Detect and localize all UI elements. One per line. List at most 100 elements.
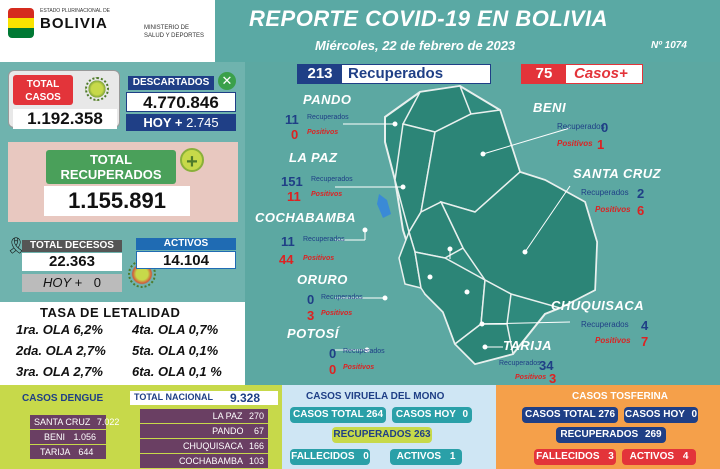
total-recuperados-value: 1.155.891 [44,186,190,216]
dept-potosi-pos: 0 [329,362,337,377]
dept-beni-name: BENI [533,100,567,115]
descartados-label: DESCARTADOS [128,76,214,90]
descartados-value: 4.770.846 [126,92,236,112]
dengue-dept: PANDO [212,426,244,436]
tosferina-fall-label: FALLECIDOS [536,451,600,462]
dengue-row: CHUQUISACA 166 [140,439,268,453]
dengue-dept: TARIJA [40,447,70,457]
total-recuperados-card: TOTAL RECUPERADOS + 1.155.891 [8,142,238,222]
daily-recuperados-value: 213 [298,65,342,83]
dengue-row: COCHABAMBA 103 [140,454,268,468]
dengue-panel: CASOS DENGUE TOTAL NACIONAL 9.328 SANTA … [0,385,282,469]
viruela-hoy: CASOS HOY 0 [392,407,472,423]
positivos-label: Positivos [311,191,343,198]
dept-pando-pos: 0 [291,127,299,142]
dept-beni-rec: 0 [601,120,609,135]
ministry-label: MINISTERIO DE SALUD Y DEPORTES [144,25,205,39]
map-panel: 213 Recuperados 75 Casos+ [245,62,720,386]
viruela-act: ACTIVOS 1 [390,449,462,465]
decesos-hoy: HOY + 0 [22,274,122,292]
tosferina-act: ACTIVOS 4 [622,449,696,465]
daily-casos-value: 75 [522,65,566,83]
close-circle-icon: ✕ [218,72,236,90]
bolivia-logo: ESTADO PLURINACIONAL DE BOLIVIA MINISTER… [6,4,206,44]
positivos-label: Positivos [557,139,593,148]
tosferina-hoy: CASOS HOY 0 [624,407,698,423]
positivos-label: Positivos [595,205,631,214]
dengue-dept: SANTA CRUZ [34,417,91,427]
viruela-hoy-value: 0 [462,409,469,420]
dept-lapaz-pos: 11 [287,189,301,204]
tosferina-total-value: 276 [598,409,616,420]
viruela-act-label: ACTIVOS [396,451,442,462]
positivos-label: Positivos [303,255,335,262]
letalidad-title: TASA DE LETALIDAD [40,305,181,320]
decesos-hoy-label: HOY + [43,275,83,290]
tosferina-act-value: 4 [682,451,689,462]
viruela-act-value: 1 [449,451,456,462]
viruela-title: CASOS VIRUELA DEL MONO [306,391,445,402]
dengue-row: BENI 1.056 [30,430,106,444]
dept-lapaz-name: LA PAZ [289,150,338,165]
tosferina-fall: FALLECIDOS 3 [534,449,616,465]
dengue-row: PANDO 67 [140,424,268,438]
activos-label: ACTIVOS [136,238,236,250]
viruela-total-value: 264 [366,409,384,420]
recuperados-label: Recuperados [303,236,345,243]
dept-santacruz-rec: 2 [637,186,645,201]
daily-casos: 75 Casos+ [521,64,643,84]
descartados-hoy: HOY + 2.745 [126,114,236,131]
dept-pando-rec: 11 [285,112,299,127]
dept-chuquisaca-pos: 7 [641,334,649,349]
titicaca-lake [377,194,391,218]
viruela-fall-label: FALLECIDOS [291,451,355,462]
virus-icon [85,77,109,101]
country-label: BOLIVIA [40,15,108,32]
dept-potosi-rec: 0 [329,346,337,361]
letalidad-item: 6ta. OLA 0,1 % [132,364,222,379]
dengue-row: TARIJA 644 [30,445,106,459]
dept-cochabamba-rec: 11 [281,234,295,249]
dengue-row: LA PAZ 270 [140,409,268,423]
tosferina-rec-value: 269 [644,429,662,440]
dept-potosi-name: POTOSÍ [287,326,339,341]
dengue-dept: BENI [44,432,66,442]
tosferina-total-label: CASOS TOTAL [524,409,596,420]
recuperados-label: Recuperados [321,294,363,301]
tosferina-hoy-value: 0 [691,409,698,420]
recuperados-label: Recuperados [557,122,605,131]
letalidad-item: 5ta. OLA 0,1% [132,343,219,358]
viruela-rec: RECUPERADOS 263 [332,427,432,443]
tosferina-title: CASOS TOSFERINA [572,391,668,402]
summary-panel: TOTAL CASOS 1.192.358 DESCARTADOS ✕ 4.77… [0,62,245,385]
dept-santacruz-pos: 6 [637,203,645,218]
dengue-dept: COCHABAMBA [178,456,243,466]
dengue-total-label: TOTAL NACIONAL [134,392,213,402]
dept-cochabamba-name: COCHABAMBA [255,210,357,225]
viruela-total: CASOS TOTAL 264 [290,407,386,423]
report-date: Miércoles, 22 de febrero de 2023 [315,38,516,53]
dengue-value: 1.056 [73,432,97,442]
dept-pando-name: PANDO [303,92,352,107]
total-casos-label: TOTAL CASOS [13,75,73,105]
tosferina-panel: CASOS TOSFERINA CASOS TOTAL 276 CASOS HO… [496,385,720,469]
recuperados-label: Recuperados [307,114,349,121]
dengue-value: 7.022 [96,417,120,427]
recuperados-label: Recuperados [343,348,385,355]
viruela-panel: CASOS VIRUELA DEL MONO CASOS TOTAL 264 C… [282,385,496,469]
title-banner: REPORTE COVID-19 EN BOLIVIA Miércoles, 2… [215,0,720,62]
descartados-card: DESCARTADOS ✕ 4.770.846 HOY + 2.745 [124,70,238,132]
recuperados-label: Recuperados [581,320,629,329]
daily-casos-label: Casos+ [574,65,628,82]
decesos-hoy-value: 0 [93,275,101,290]
plus-circle-icon: + [180,148,204,173]
decesos-label: TOTAL DECESOS [22,240,122,252]
total-recuperados-label: TOTAL RECUPERADOS [46,150,176,184]
recuperados-label: Recuperados [581,188,629,197]
viruela-total-label: CASOS TOTAL [292,409,364,420]
tosferina-rec: RECUPERADOS 269 [556,427,666,443]
dept-beni-pos: 1 [597,137,605,152]
dengue-total-value: 9.328 [230,391,261,405]
decesos-value: 22.363 [22,253,122,271]
letalidad-item: 1ra. OLA 6,2% [16,322,103,337]
